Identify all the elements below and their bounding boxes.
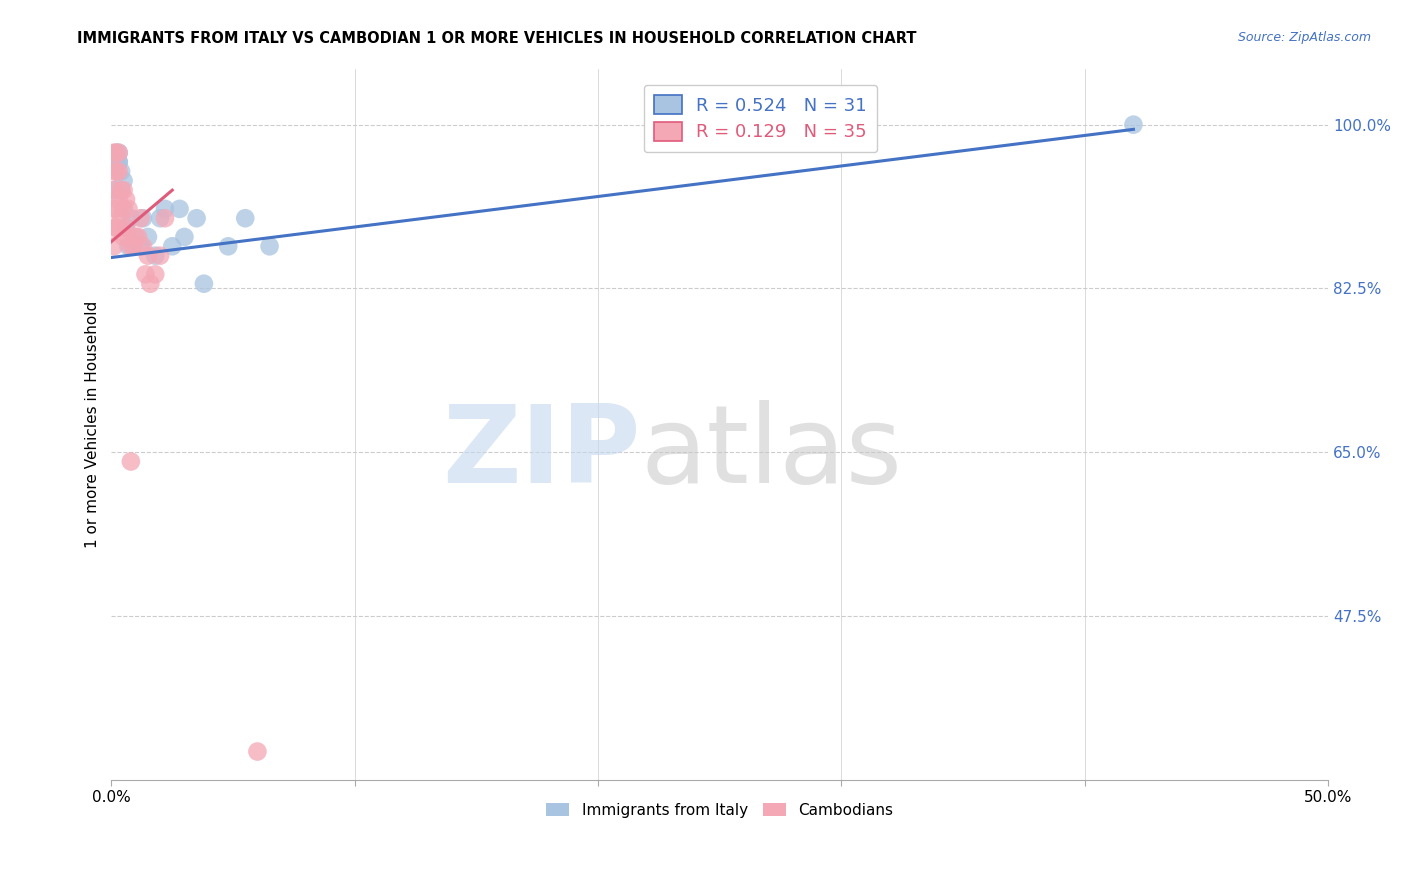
Point xyxy=(105,220,128,235)
Point xyxy=(107,145,129,160)
Point xyxy=(120,239,142,253)
Point xyxy=(125,230,148,244)
Point xyxy=(115,193,138,207)
Point xyxy=(110,164,132,178)
Point xyxy=(129,239,152,253)
Point xyxy=(149,211,172,226)
Point xyxy=(143,268,166,282)
Point xyxy=(117,239,139,253)
Point xyxy=(136,230,159,244)
Point xyxy=(132,239,155,253)
Point xyxy=(103,202,125,216)
Point xyxy=(112,202,135,216)
Point xyxy=(107,155,129,169)
Point xyxy=(120,454,142,468)
Point xyxy=(103,183,125,197)
Point xyxy=(193,277,215,291)
Point xyxy=(162,239,184,253)
Point xyxy=(122,239,145,253)
Point xyxy=(105,155,128,169)
Point xyxy=(122,239,145,253)
Text: atlas: atlas xyxy=(641,400,903,506)
Point xyxy=(103,145,125,160)
Point xyxy=(1122,118,1144,132)
Point xyxy=(153,202,176,216)
Y-axis label: 1 or more Vehicles in Household: 1 or more Vehicles in Household xyxy=(86,301,100,548)
Point xyxy=(217,239,239,253)
Point xyxy=(103,155,125,169)
Point xyxy=(129,211,152,226)
Point xyxy=(117,202,139,216)
Point xyxy=(110,211,132,226)
Point xyxy=(112,202,135,216)
Point xyxy=(173,230,195,244)
Point xyxy=(107,220,129,235)
Point xyxy=(125,230,148,244)
Point xyxy=(153,211,176,226)
Point xyxy=(120,211,142,226)
Text: IMMIGRANTS FROM ITALY VS CAMBODIAN 1 OR MORE VEHICLES IN HOUSEHOLD CORRELATION C: IMMIGRANTS FROM ITALY VS CAMBODIAN 1 OR … xyxy=(77,31,917,46)
Point xyxy=(107,193,129,207)
Point xyxy=(139,277,162,291)
Point xyxy=(143,249,166,263)
Point xyxy=(105,145,128,160)
Point xyxy=(149,249,172,263)
Point xyxy=(112,230,135,244)
Point xyxy=(117,230,139,244)
Point xyxy=(107,145,129,160)
Point xyxy=(246,745,269,759)
Point xyxy=(112,174,135,188)
Legend: Immigrants from Italy, Cambodians: Immigrants from Italy, Cambodians xyxy=(538,795,901,825)
Point xyxy=(259,239,281,253)
Point xyxy=(169,202,191,216)
Point xyxy=(134,268,156,282)
Point xyxy=(105,164,128,178)
Point xyxy=(115,220,138,235)
Text: Source: ZipAtlas.com: Source: ZipAtlas.com xyxy=(1237,31,1371,45)
Point xyxy=(112,183,135,197)
Text: ZIP: ZIP xyxy=(443,400,641,506)
Point xyxy=(136,249,159,263)
Point xyxy=(103,164,125,178)
Point xyxy=(105,145,128,160)
Point xyxy=(110,183,132,197)
Point xyxy=(233,211,256,226)
Point xyxy=(105,202,128,216)
Point xyxy=(186,211,208,226)
Point xyxy=(103,183,125,197)
Point xyxy=(127,230,149,244)
Point xyxy=(132,211,155,226)
Point xyxy=(103,220,125,235)
Point xyxy=(103,239,125,253)
Point xyxy=(107,164,129,178)
Point xyxy=(110,183,132,197)
Point xyxy=(115,220,138,235)
Point xyxy=(107,155,129,169)
